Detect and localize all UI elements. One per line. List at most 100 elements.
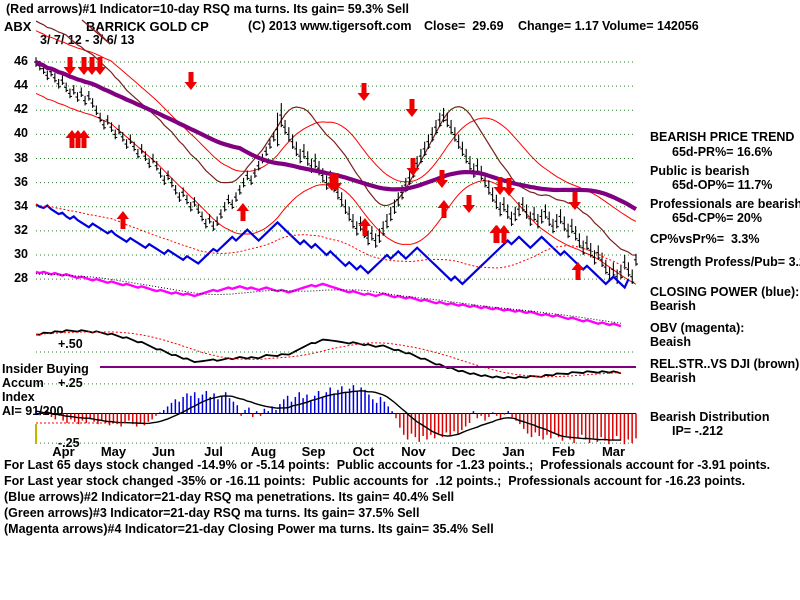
- sell-arrow-down-icon: [329, 173, 342, 191]
- x-axis-month-label: Jan: [502, 444, 525, 459]
- company-name: BARRICK GOLD CP: [86, 19, 209, 34]
- arrow-glyph: [85, 57, 98, 75]
- sell-arrow-down-icon: [462, 195, 475, 213]
- sell-arrow-down-icon: [63, 57, 76, 75]
- x-axis-month-label: Sep: [301, 444, 326, 459]
- sell-arrow-down-icon: [493, 177, 506, 195]
- arrow-glyph: [63, 57, 76, 75]
- arrow-glyph: [435, 170, 448, 188]
- arrow-glyph: [236, 203, 249, 221]
- professionals-title: Professionals are bearish: [650, 197, 800, 211]
- note-line-2: For Last year stock changed -35% or -16.…: [4, 474, 746, 488]
- obv-line: [35, 270, 622, 328]
- title-annotation-line-2: [95, 29, 111, 45]
- note-line-4: (Green arrows)#3 Indicator=21-day RSQ ma…: [4, 506, 420, 520]
- price-change: Change= 1.17: [518, 19, 599, 33]
- sell-arrow-down-icon: [502, 178, 515, 196]
- rel-strength-title: REL.STR..VS DJI (brown): [650, 357, 800, 371]
- obv-title: OBV (magenta):: [650, 321, 745, 335]
- arrow-glyph: [405, 99, 418, 117]
- volume: Volume= 142056: [602, 19, 699, 33]
- indicator-headline: (Red arrows)#1 Indicator=10-day RSQ ma t…: [6, 2, 409, 16]
- arrow-glyph: [116, 211, 129, 229]
- sell-arrow-down-icon: [568, 192, 581, 210]
- sell-arrow-down-icon: [184, 72, 197, 90]
- x-axis-month-label: Jul: [204, 444, 223, 459]
- arrow-glyph: [329, 173, 342, 191]
- sell-arrow-down-icon: [93, 57, 106, 75]
- y-axis-tick-label: 30: [14, 247, 28, 261]
- copyright-notice: (C) 2013 www.tigersoft.com: [248, 19, 412, 33]
- sell-arrow-down-icon: [85, 57, 98, 75]
- label-insider-buying: Insider Buying: [2, 362, 89, 376]
- sell-arrow-down-icon: [357, 83, 370, 101]
- middle-panel-ma: [35, 331, 621, 378]
- arrow-glyph: [184, 72, 197, 90]
- buy-arrow-up-icon: [497, 225, 510, 243]
- y-axis-tick-label: 38: [14, 150, 28, 165]
- y-axis-tick-label: 32: [14, 222, 28, 237]
- trend-title: BEARISH PRICE TREND: [650, 130, 795, 144]
- arrow-glyph: [93, 57, 106, 75]
- y-axis-tick-label: 40: [14, 126, 28, 141]
- obv-value: Beaish: [650, 335, 691, 349]
- note-line-3: (Blue arrows)#2 Indicator=21-day RSQ ma …: [4, 490, 455, 504]
- distribution-value: IP= -.212: [672, 424, 724, 438]
- note-line-1: For Last 65 days stock changed -14.9% or…: [4, 458, 771, 472]
- arrow-glyph: [462, 195, 475, 213]
- sell-arrow-down-icon: [406, 158, 419, 176]
- buy-arrow-up-icon: [571, 262, 584, 280]
- relative-strength-line: [35, 20, 637, 256]
- professionals-value: 65d-CP%= 20%: [672, 211, 762, 225]
- distribution-title: Bearish Distribution: [650, 410, 770, 424]
- middle-panel-line: [35, 329, 622, 380]
- x-axis-month-label: Feb: [551, 444, 576, 459]
- y-axis-tick-label: 34: [14, 198, 28, 213]
- arrow-glyph: [493, 177, 506, 195]
- arrow-glyph: [568, 192, 581, 210]
- label-plus-25: +.25: [58, 376, 83, 390]
- arrow-glyph: [406, 158, 419, 176]
- x-axis-month-label: Apr: [52, 444, 75, 459]
- sell-arrow-down-icon: [435, 170, 448, 188]
- note-line-5: (Magenta arrows)#4 Indicator=21-day Clos…: [4, 522, 494, 536]
- sell-arrow-down-icon: [77, 57, 90, 75]
- closing-power-ma: [35, 203, 629, 270]
- arrow-glyph: [77, 130, 90, 148]
- obv-ma: [35, 273, 621, 324]
- y-axis-tick-label: 36: [14, 174, 28, 189]
- public-value: 65d-OP%= 11.7%: [672, 178, 773, 192]
- closing-power-value: Bearish: [650, 299, 696, 313]
- x-axis-month-label: Dec: [451, 444, 476, 459]
- buy-arrow-up-icon: [490, 225, 503, 243]
- sell-arrow-down-icon: [405, 99, 418, 117]
- y-axis-tick-label: 46: [14, 54, 28, 69]
- accum-signal-line: [35, 390, 621, 441]
- x-axis-month-label: May: [100, 444, 127, 459]
- rel-strength-value: Bearish: [650, 371, 696, 385]
- public-title: Public is bearish: [650, 164, 750, 178]
- y-axis-tick-label: 44: [14, 78, 28, 93]
- closing-power-line: [35, 203, 630, 290]
- arrow-glyph: [490, 225, 503, 243]
- buy-arrow-up-icon: [437, 200, 450, 218]
- buy-arrow-up-icon: [236, 203, 249, 221]
- close-price: Close= 29.69: [424, 19, 504, 33]
- date-range: 3/ 7/ 12 - 3/ 6/ 13: [40, 33, 135, 47]
- cp-vs-pr: CP%vsPr%= 3.3%: [650, 232, 760, 246]
- arrow-glyph: [437, 200, 450, 218]
- buy-arrow-up-icon: [77, 130, 90, 148]
- label-accum: Accum: [2, 376, 44, 390]
- arrow-glyph: [571, 262, 584, 280]
- arrow-glyph: [358, 218, 371, 236]
- strength-prof-pub: Strength Profess/Pub= 3.2: [650, 255, 800, 269]
- closing-power-title: CLOSING POWER (blue):: [650, 285, 800, 299]
- arrow-glyph: [497, 225, 510, 243]
- ticker-symbol: ABX: [4, 19, 32, 34]
- rsq-upper-band: [35, 30, 637, 222]
- x-axis-month-label: Mar: [601, 444, 626, 459]
- y-axis-tick-label: 28: [14, 271, 28, 286]
- y-axis-tick-label: 42: [14, 102, 28, 117]
- buy-arrow-up-icon: [116, 211, 129, 229]
